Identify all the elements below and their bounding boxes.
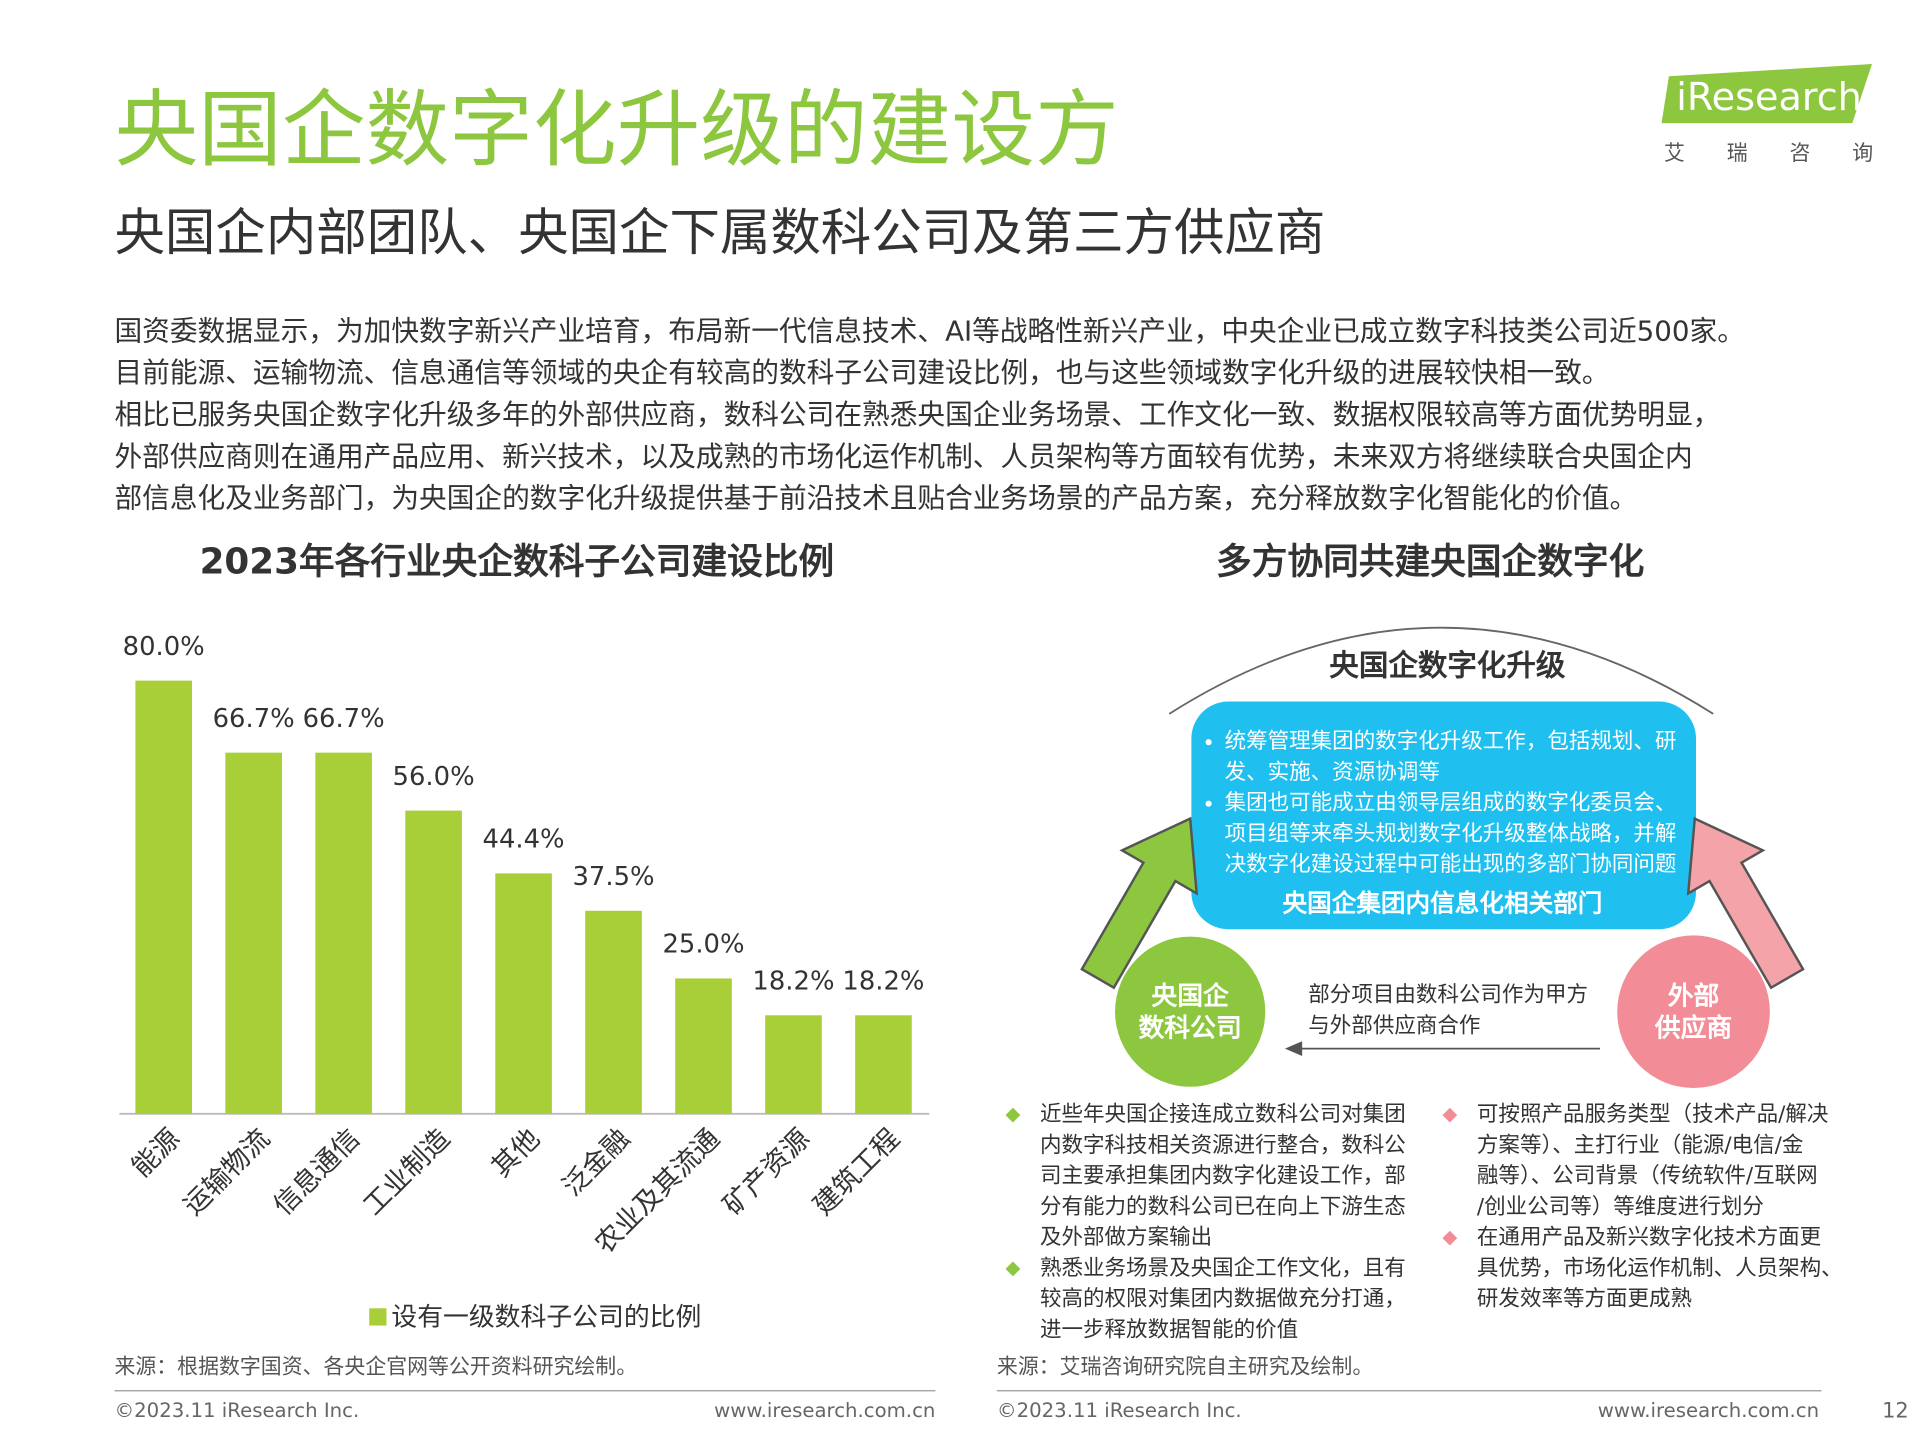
node (1617, 935, 1770, 1088)
x-tick-label: 矿产资源 (718, 1123, 816, 1221)
copyright: ©2023.11 iResearch Inc. (997, 1399, 1242, 1422)
value-label: 44.4% (483, 825, 565, 855)
paragraph-line: 国资委数据显示，为加快数字新兴产业培育，布局新一代信息技术、AI等战略性新兴产业… (114, 314, 1744, 347)
logo: iResearch (1676, 75, 1862, 119)
paragraph-line: 目前能源、运输物流、信息通信等领域的央企有较高的数科子公司建设比例，也与这些领域… (114, 356, 1609, 389)
copyright: ©2023.11 iResearch Inc. (114, 1399, 359, 1422)
x-tick-label: 工业制造 (358, 1123, 456, 1221)
url: www.iresearch.com.cn (714, 1399, 935, 1422)
paragraph-line: 外部供应商则在通用产品应用、新兴技术，以及成熟的市场化运作机制、人员架构等方面较… (114, 440, 1692, 473)
url: www.iresearch.com.cn (1598, 1399, 1819, 1422)
bar (495, 873, 552, 1114)
note-line: 进一步释放数据智能的价值 (1040, 1317, 1298, 1342)
value-label: 66.7% (303, 704, 385, 734)
source: 来源：艾瑞咨询研究院自主研究及绘制。 (997, 1354, 1373, 1378)
bar (855, 1015, 912, 1114)
diagram-title: 多方协同共建央国企数字化 (1216, 542, 1644, 583)
node (1115, 936, 1266, 1087)
bar (585, 910, 642, 1114)
note-line: 分有能力的数科公司已在向上下游生态 (1040, 1194, 1406, 1219)
box-line: 统筹管理集团的数字化升级工作，包括规划、研 (1225, 729, 1677, 754)
x-tick-label: 信息通信 (268, 1123, 366, 1221)
value-label: 66.7% (213, 704, 295, 734)
x-tick-label: 能源 (126, 1123, 186, 1183)
x-tick-label: 建筑工程 (808, 1123, 906, 1221)
bar (765, 1015, 822, 1114)
title: 央国企数字化升级的建设方 (114, 80, 1118, 178)
box-label: 央国企集团内信息化相关部门 (1283, 889, 1603, 918)
note-line: 具优势，市场化运作机制、人员架构、 (1477, 1256, 1843, 1281)
arrow-head (1284, 1041, 1303, 1056)
box-line: 发、实施、资源协调等 (1225, 760, 1440, 785)
node-label: 央国企 (1151, 980, 1229, 1011)
bullet (1205, 800, 1212, 807)
logo-badge (1661, 64, 1872, 124)
middle-note: 部分项目由数科公司作为甲方 (1308, 983, 1588, 1008)
box-line: 集团也可能成立由领导层组成的数字化委员会、 (1225, 791, 1677, 816)
x-tick-label: 运输物流 (178, 1123, 276, 1221)
arrow (1686, 816, 1805, 990)
legend-swatch (369, 1308, 387, 1326)
center-box (1191, 701, 1696, 930)
diamond (1005, 1261, 1021, 1277)
node-label: 数科公司 (1138, 1013, 1241, 1043)
subtitle: 央国企内部团队、央国企下属数科公司及第三方供应商 (114, 203, 1325, 262)
bullet (1205, 739, 1212, 746)
chart-title: 2023年各行业央企数科子公司建设比例 (200, 542, 835, 583)
paragraph-line: 相比已服务央国企数字化升级多年的外部供应商，数科公司在熟悉央国企业务场景、工作文… (114, 398, 1720, 431)
diamond (1005, 1107, 1021, 1123)
diamond (1442, 1230, 1458, 1246)
note-line: 在通用产品及新兴数字化技术方面更 (1477, 1225, 1821, 1250)
paragraph-line: 部信息化及业务部门，为央国企的数字化升级提供基于前沿技术且贴合业务场景的产品方案… (114, 482, 1637, 515)
note-line: 研发效率等方面更成熟 (1477, 1287, 1692, 1312)
x-tick-label: 其他 (486, 1123, 546, 1183)
value-label: 56.0% (393, 762, 475, 792)
x-tick-label: 泛金融 (557, 1123, 636, 1202)
note-line: 可按照产品服务类型（技术产品/解决 (1477, 1102, 1829, 1127)
legend-label: 设有一级数科子公司的比例 (391, 1303, 701, 1333)
bar (315, 752, 372, 1114)
page-number: 12 (1882, 1399, 1909, 1423)
diamond (1442, 1107, 1458, 1123)
middle-note: 与外部供应商合作 (1308, 1013, 1480, 1038)
arc (1168, 626, 1714, 715)
value-label: 18.2% (842, 967, 924, 997)
bar (405, 810, 462, 1114)
note-line: 内数字科技相关资源进行整合，数科公 (1040, 1133, 1406, 1158)
note-line: 近些年央国企接连成立数科公司对集团 (1040, 1102, 1406, 1127)
bar (225, 752, 282, 1114)
logo-cn: 艾瑞咨询 (1664, 141, 1915, 165)
note-line: 方案等）、主打行业（能源/电信/金 (1477, 1133, 1803, 1158)
note-line: 较高的权限对集团内数据做充分打通， (1040, 1287, 1406, 1312)
bar (675, 978, 732, 1114)
box-line: 决数字化建设过程中可能出现的多部门协同问题 (1225, 852, 1677, 877)
node-label: 供应商 (1654, 1012, 1732, 1043)
source: 来源：根据数字国资、各央企官网等公开资料研究绘制。 (114, 1354, 637, 1378)
note-line: 融等）、公司背景（传统软件/互联网 (1477, 1164, 1818, 1189)
note-line: /创业公司等）等维度进行划分 (1477, 1194, 1764, 1219)
note-line: 熟悉业务场景及央国企工作文化，且有 (1040, 1256, 1406, 1281)
arc-label: 央国企数字化升级 (1329, 649, 1566, 683)
value-label: 18.2% (752, 967, 834, 997)
bar (135, 680, 192, 1114)
note-line: 司主要承担集团内数字化建设工作，部 (1040, 1164, 1406, 1189)
value-label: 25.0% (662, 930, 744, 960)
arrow (1080, 816, 1199, 990)
note-line: 及外部做方案输出 (1040, 1225, 1212, 1250)
node-label: 外部 (1668, 981, 1720, 1011)
value-label: 37.5% (573, 862, 655, 892)
box-line: 项目组等来牵头规划数字化升级整体战略，并解 (1225, 821, 1677, 846)
value-label: 80.0% (123, 632, 205, 662)
